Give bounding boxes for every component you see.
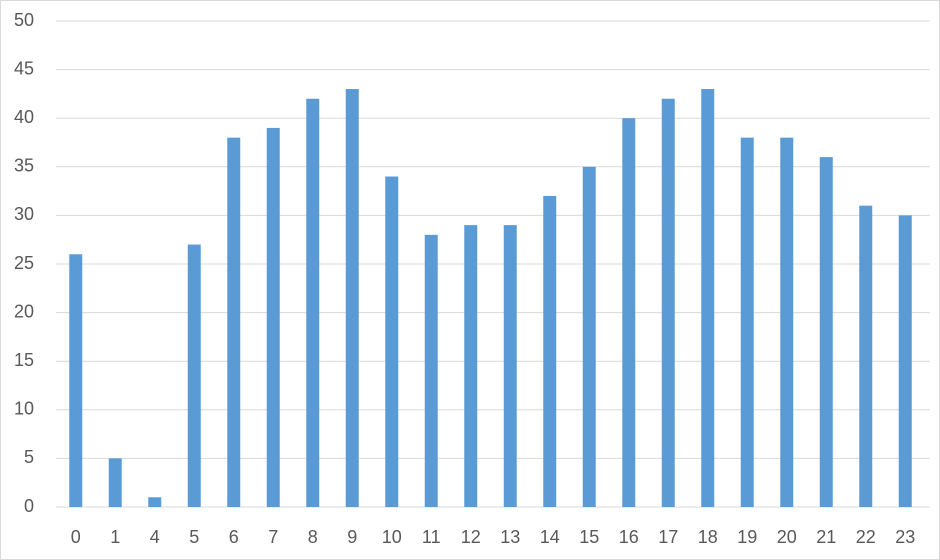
bar: [819, 157, 833, 507]
bar: [424, 234, 438, 507]
x-tick-label: 18: [698, 527, 718, 547]
bar: [345, 89, 359, 507]
x-tick-label: 13: [500, 527, 520, 547]
x-tick-label: 12: [461, 527, 481, 547]
bar: [543, 195, 557, 507]
y-tick-label: 5: [24, 447, 34, 467]
y-tick-label: 40: [14, 107, 34, 127]
x-tick-label: 22: [856, 527, 876, 547]
x-tick-label: 17: [658, 527, 678, 547]
x-tick-label: 21: [816, 527, 836, 547]
x-tick-label: 15: [579, 527, 599, 547]
x-tick-label: 0: [71, 527, 81, 547]
bar: [582, 166, 596, 508]
bar: [898, 215, 912, 507]
x-tick-label: 14: [540, 527, 560, 547]
x-tick-label: 9: [347, 527, 357, 547]
y-tick-label: 15: [14, 350, 34, 370]
y-tick-label: 10: [14, 399, 34, 419]
y-tick-label: 45: [14, 58, 34, 78]
bar: [740, 137, 754, 507]
x-tick-label: 23: [895, 527, 915, 547]
x-tick-label: 5: [189, 527, 199, 547]
y-tick-label: 30: [14, 204, 34, 224]
bar: [385, 176, 399, 507]
bar: [306, 98, 320, 507]
x-tick-label: 10: [382, 527, 402, 547]
bar: [108, 458, 122, 507]
bar: [187, 244, 201, 507]
x-tick-label: 1: [110, 527, 120, 547]
y-tick-label: 35: [14, 156, 34, 176]
bar: [661, 98, 675, 507]
bar: [464, 225, 478, 507]
bar: [69, 254, 83, 507]
bar: [622, 118, 636, 507]
x-tick-label: 11: [422, 527, 441, 547]
x-tick-label: 4: [150, 527, 160, 547]
bar: [859, 205, 873, 507]
bar: [701, 89, 715, 507]
bar: [503, 225, 517, 507]
y-tick-label: 25: [14, 253, 34, 273]
x-tick-label: 16: [619, 527, 639, 547]
y-tick-label: 50: [14, 10, 34, 30]
x-tick-label: 7: [268, 527, 278, 547]
y-tick-label: 0: [24, 496, 34, 516]
x-tick-label: 19: [737, 527, 757, 547]
bar: [148, 497, 162, 507]
x-tick-label: 8: [308, 527, 318, 547]
x-tick-label: 20: [777, 527, 797, 547]
bar: [780, 137, 794, 507]
x-tick-label: 6: [229, 527, 239, 547]
y-tick-label: 20: [14, 301, 34, 321]
bar: [266, 127, 280, 508]
bar: [227, 137, 241, 507]
